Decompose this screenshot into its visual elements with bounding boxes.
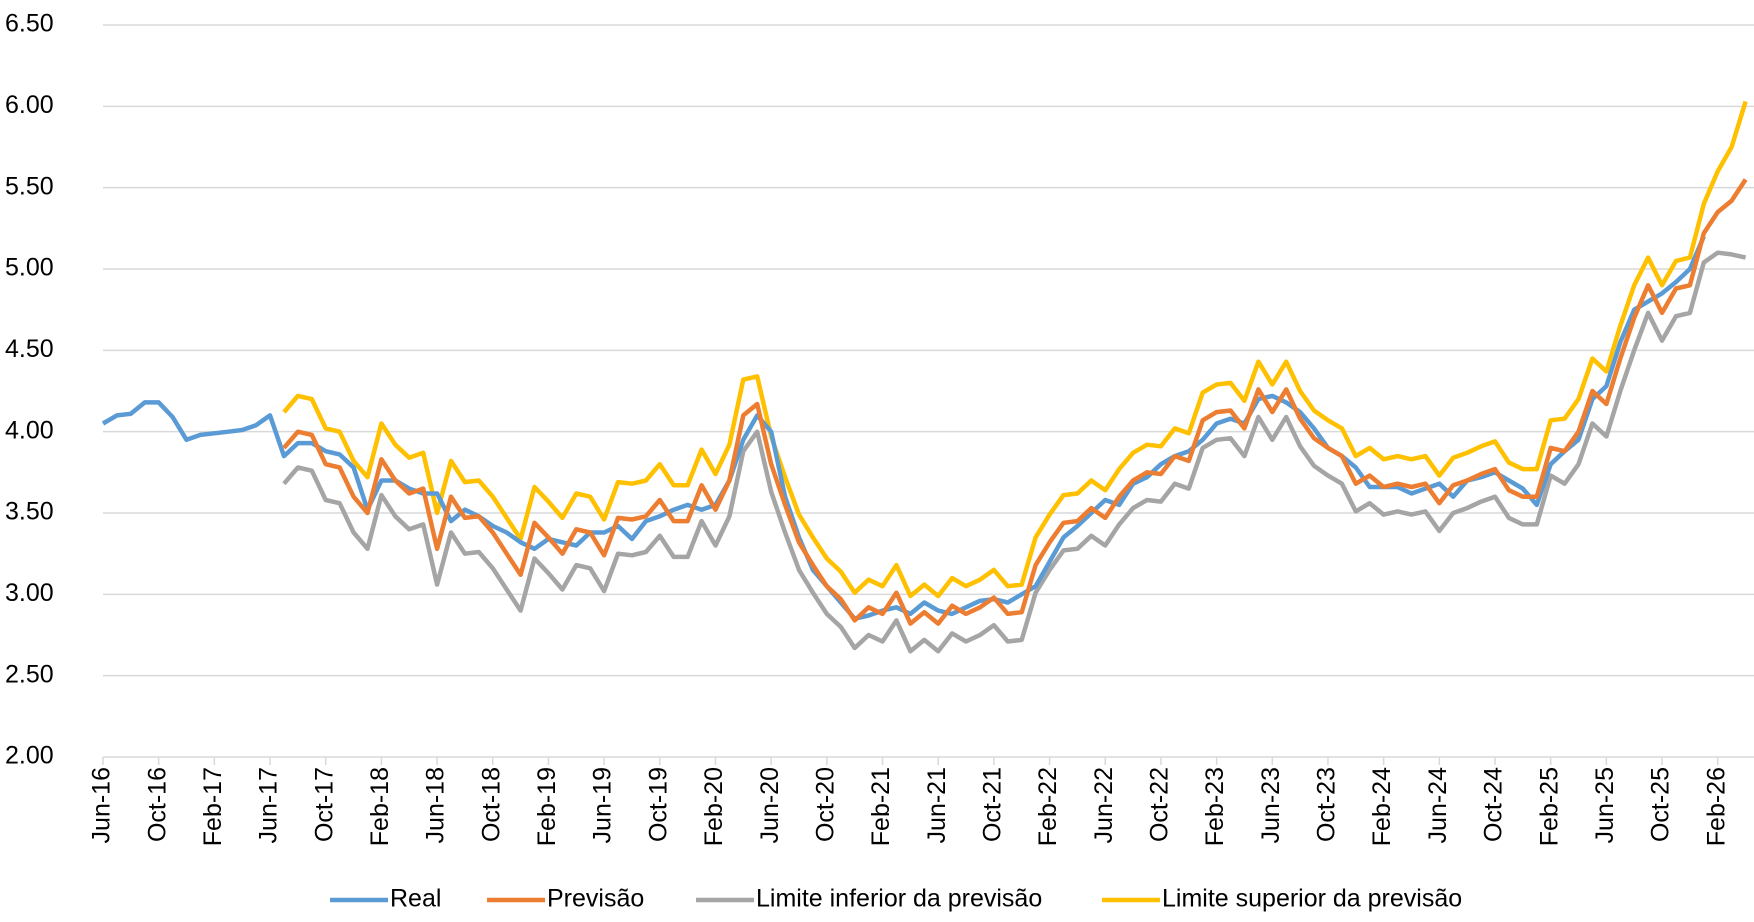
x-tick-label: Feb-26: [1702, 767, 1730, 846]
x-tick-label: Jun-25: [1591, 767, 1619, 843]
legend-label: Limite superior da previsão: [1162, 885, 1462, 913]
y-tick-label: 3.00: [5, 579, 54, 607]
y-tick-label: 4.50: [5, 335, 54, 363]
x-tick-label: Oct-25: [1647, 767, 1675, 842]
y-tick-label: 2.00: [5, 742, 54, 770]
x-tick-label: Feb-17: [199, 767, 227, 846]
x-tick-label: Jun-20: [756, 767, 784, 843]
x-tick-label: Jun-21: [923, 767, 951, 843]
x-tick-label: Feb-25: [1535, 767, 1563, 846]
y-tick-label: 4.00: [5, 416, 54, 444]
x-tick-label: Feb-18: [366, 767, 394, 846]
x-tick-label: Oct-19: [644, 767, 672, 842]
series-line: [282, 178, 1748, 626]
x-tick-label: Jun-24: [1424, 767, 1452, 844]
series-line: [101, 235, 1706, 621]
x-tick-label: Oct-20: [811, 767, 839, 842]
y-tick-label: 2.50: [5, 660, 54, 688]
series-line: [282, 250, 1747, 654]
legend-label: Real: [390, 885, 441, 913]
series-line: [282, 100, 1748, 599]
x-tick-label: Feb-22: [1034, 767, 1062, 846]
y-tick-label: 5.00: [5, 254, 54, 282]
x-tick-label: Jun-19: [589, 767, 617, 843]
x-tick-label: Jun-22: [1090, 767, 1118, 843]
y-tick-label: 6.50: [5, 10, 54, 38]
x-tick-label: Jun-16: [88, 767, 116, 843]
x-tick-label: Feb-21: [867, 767, 895, 846]
x-tick-label: Jun-23: [1257, 767, 1285, 843]
x-tick-label: Feb-24: [1368, 767, 1396, 846]
x-tick-label: Oct-17: [310, 767, 338, 842]
y-tick-label: 5.50: [5, 172, 54, 200]
x-tick-label: Jun-18: [422, 767, 450, 843]
x-tick-label: Oct-24: [1480, 767, 1508, 842]
x-tick-label: Oct-18: [477, 767, 505, 842]
x-tick-label: Oct-21: [978, 767, 1006, 842]
x-tick-label: Oct-16: [143, 767, 171, 842]
x-tick-label: Feb-20: [700, 767, 728, 846]
x-tick-label: Oct-22: [1146, 767, 1174, 842]
x-tick-label: Oct-23: [1313, 767, 1341, 842]
x-tick-label: Jun-17: [255, 767, 283, 843]
y-tick-label: 6.00: [5, 91, 54, 119]
legend-label: Limite inferior da previsão: [756, 885, 1042, 913]
y-tick-label: 3.50: [5, 498, 54, 526]
x-tick-label: Feb-23: [1201, 767, 1229, 846]
legend-label: Previsão: [547, 885, 644, 913]
x-tick-label: Feb-19: [533, 767, 561, 846]
